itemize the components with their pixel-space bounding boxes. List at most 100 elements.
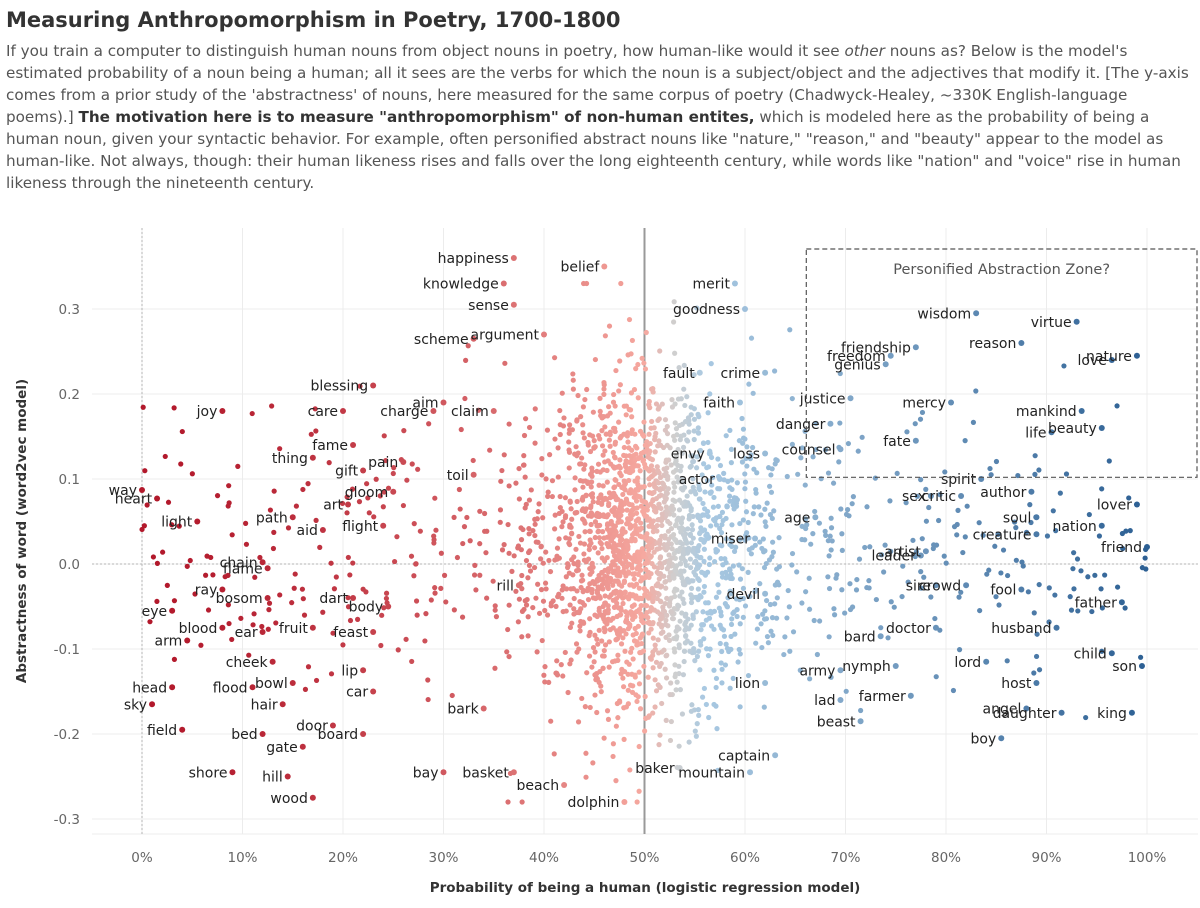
point-mankind[interactable] (1078, 408, 1085, 414)
point-cheek[interactable] (269, 658, 276, 665)
point-charge[interactable] (430, 408, 437, 414)
point-hill[interactable] (284, 773, 291, 780)
point-angel[interactable] (1023, 705, 1030, 712)
point-son[interactable] (1138, 663, 1145, 669)
point-farmer[interactable] (907, 692, 914, 699)
point-devil[interactable] (762, 590, 769, 597)
point-body[interactable] (385, 603, 392, 610)
point-flame[interactable] (264, 565, 271, 572)
point-merit[interactable] (731, 280, 738, 287)
point-eye[interactable] (169, 607, 176, 614)
point-army[interactable] (837, 667, 844, 674)
point-head[interactable] (169, 684, 176, 691)
point-friendship[interactable] (912, 344, 919, 351)
point-ear[interactable] (259, 629, 266, 635)
point-knowledge[interactable] (500, 280, 507, 287)
point-lion[interactable] (762, 680, 769, 686)
point-gift[interactable] (360, 467, 367, 474)
point-wood[interactable] (309, 794, 316, 801)
point-freedom[interactable] (887, 352, 894, 359)
point-rill[interactable] (515, 582, 522, 589)
point-husband[interactable] (1053, 624, 1060, 631)
word-points[interactable] (139, 255, 1150, 805)
point-bark[interactable] (480, 705, 487, 712)
point-daughter[interactable] (1058, 709, 1065, 716)
point-miser[interactable] (752, 535, 759, 542)
point-bed[interactable] (259, 731, 266, 737)
point-happiness[interactable] (510, 255, 517, 261)
point-flood[interactable] (249, 684, 256, 691)
point-arm[interactable] (184, 637, 191, 644)
point-sex[interactable] (927, 493, 934, 499)
point-feast[interactable] (370, 629, 377, 635)
point-fate[interactable] (912, 437, 919, 444)
point-leader[interactable] (917, 552, 924, 559)
point-bosom[interactable] (264, 595, 271, 601)
point-blessing[interactable] (370, 382, 377, 389)
point-king[interactable] (1128, 709, 1135, 716)
point-car[interactable] (370, 688, 377, 695)
point-field[interactable] (179, 726, 186, 733)
point-nature[interactable] (1133, 352, 1140, 359)
point-aim[interactable] (440, 399, 447, 406)
point-scheme[interactable] (470, 335, 477, 342)
point-flight[interactable] (380, 522, 387, 529)
point-actor[interactable] (716, 476, 723, 482)
point-captain[interactable] (772, 752, 779, 759)
point-bowl[interactable] (289, 680, 296, 686)
point-heart[interactable] (154, 495, 161, 502)
point-faith[interactable] (736, 399, 743, 406)
point-fame[interactable] (350, 442, 357, 448)
point-toil[interactable] (470, 471, 477, 478)
point-dolphin[interactable] (621, 799, 628, 805)
point-bard[interactable] (877, 633, 884, 640)
point-sire[interactable] (932, 582, 939, 589)
point-thing[interactable] (309, 454, 316, 461)
point-life[interactable] (1048, 429, 1055, 436)
point-artist[interactable] (922, 548, 929, 555)
point-sense[interactable] (510, 301, 517, 308)
point-basket[interactable] (510, 769, 517, 776)
point-art[interactable] (345, 501, 352, 508)
point-way[interactable] (139, 487, 145, 494)
point-father[interactable] (1118, 599, 1125, 606)
point-argument[interactable] (541, 331, 547, 338)
point-genius[interactable] (882, 361, 889, 368)
point-doctor[interactable] (932, 624, 939, 631)
point-mercy[interactable] (948, 399, 955, 406)
point-light[interactable] (194, 518, 201, 525)
point-gloom[interactable] (390, 488, 397, 495)
point-pain[interactable] (400, 459, 407, 465)
point-fault[interactable] (696, 369, 703, 376)
point-sky[interactable] (149, 701, 156, 708)
point-shore[interactable] (229, 769, 236, 776)
point-hair[interactable] (279, 701, 286, 708)
point-bay[interactable] (440, 769, 447, 776)
point-host[interactable] (1033, 680, 1040, 686)
point-critic[interactable] (958, 493, 965, 499)
point-danger[interactable] (827, 420, 834, 427)
point-lord[interactable] (983, 658, 990, 665)
point-nation[interactable] (1098, 522, 1105, 529)
point-path[interactable] (289, 514, 296, 521)
point-nymph[interactable] (892, 663, 899, 669)
point-joy[interactable] (219, 408, 226, 414)
point-beauty[interactable] (1098, 425, 1105, 431)
point-justice[interactable] (847, 395, 854, 402)
point-reason[interactable] (1018, 340, 1025, 346)
point-baker[interactable] (676, 765, 683, 771)
point-belief[interactable] (601, 263, 608, 270)
point-friend[interactable] (1144, 544, 1150, 550)
point-aid[interactable] (319, 527, 326, 533)
point-loss[interactable] (762, 450, 769, 457)
point-age[interactable] (812, 514, 819, 521)
point-ray[interactable] (219, 586, 226, 593)
point-virtue[interactable] (1073, 318, 1080, 325)
point-gate[interactable] (299, 743, 306, 750)
point-blood[interactable] (219, 624, 226, 631)
point-love[interactable] (1108, 357, 1115, 363)
point-fruit[interactable] (309, 624, 316, 631)
point-crowd[interactable] (963, 582, 970, 589)
point-care[interactable] (340, 408, 346, 414)
